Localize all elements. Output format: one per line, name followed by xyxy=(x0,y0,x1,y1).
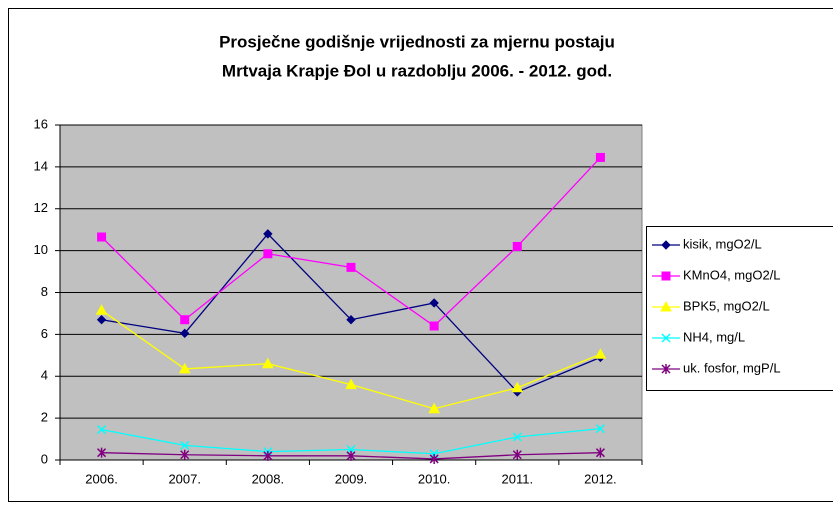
y-tick-label: 10 xyxy=(34,242,48,257)
data-point xyxy=(180,315,190,325)
x-tick-label: 2008. xyxy=(252,471,285,486)
data-point xyxy=(345,378,357,390)
data-point xyxy=(262,357,274,369)
y-tick-label: 14 xyxy=(34,158,48,173)
legend-label: KMnO4, mgO2/L xyxy=(683,267,781,282)
data-point xyxy=(178,362,191,374)
data-point xyxy=(180,328,190,339)
legend-marker xyxy=(661,240,671,250)
legend-label: NH4, mg/L xyxy=(683,329,745,344)
legend-marker xyxy=(661,364,671,374)
data-point xyxy=(346,450,356,461)
data-point xyxy=(263,249,273,259)
data-point xyxy=(180,449,190,460)
legend-label: BPK5, mgO2/L xyxy=(683,298,770,313)
legend-box xyxy=(646,226,833,391)
data-point xyxy=(346,315,356,325)
data-point xyxy=(429,321,439,331)
data-point xyxy=(428,402,440,414)
chart-title: Prosječne godišnje vrijednosti za mjernu… xyxy=(219,32,615,51)
legend-label: kisik, mgO2/L xyxy=(683,236,762,251)
data-point xyxy=(263,450,273,461)
x-tick-label: 2006. xyxy=(85,471,118,486)
y-tick-label: 0 xyxy=(41,451,48,466)
data-point xyxy=(97,425,107,435)
data-point xyxy=(95,304,108,315)
y-tick-label: 4 xyxy=(41,368,48,383)
data-point xyxy=(97,447,107,458)
data-point xyxy=(97,232,107,242)
data-point xyxy=(512,241,522,251)
x-tick-label: 2010. xyxy=(418,471,451,486)
legend-marker xyxy=(661,333,671,343)
legend-marker xyxy=(660,300,672,312)
data-point xyxy=(512,449,522,460)
y-tick-label: 16 xyxy=(34,116,48,131)
data-point xyxy=(429,298,439,308)
data-point xyxy=(594,348,607,359)
legend-label: uk. fosfor, mgP/L xyxy=(683,360,781,375)
x-tick-label: 2007. xyxy=(168,471,201,486)
y-tick-label: 2 xyxy=(41,410,48,425)
y-tick-label: 6 xyxy=(41,326,48,341)
data-point xyxy=(595,424,605,434)
data-point xyxy=(96,315,107,325)
y-tick-label: 12 xyxy=(34,200,48,215)
chart-title: Mrtvaja Krapje Đol u razdoblju 2006. - 2… xyxy=(222,61,612,80)
data-point xyxy=(595,152,605,162)
x-tick-label: 2012. xyxy=(584,471,617,486)
data-point xyxy=(263,229,273,239)
y-tick-label: 8 xyxy=(41,284,48,299)
data-point xyxy=(511,381,524,393)
legend-marker xyxy=(661,271,671,281)
data-point xyxy=(180,440,190,450)
data-point xyxy=(429,453,439,464)
data-point xyxy=(595,447,605,458)
data-point xyxy=(512,432,522,442)
data-point xyxy=(346,262,356,272)
x-tick-label: 2011. xyxy=(501,471,533,486)
x-tick-label: 2009. xyxy=(335,471,368,486)
